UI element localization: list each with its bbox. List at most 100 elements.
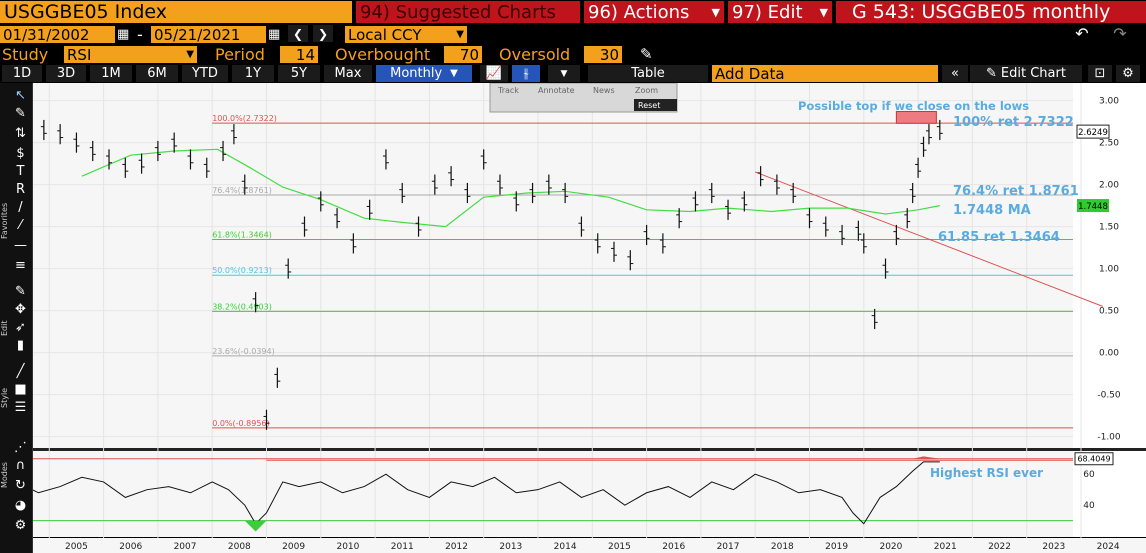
x-tick-label: 2007 xyxy=(174,542,197,552)
range-3d[interactable]: 3D xyxy=(46,65,86,82)
dollar-icon[interactable]: $ xyxy=(16,145,25,161)
y-tick-label: 1.50 xyxy=(1099,223,1119,233)
ticker-field[interactable]: USGGBE05 Index xyxy=(0,1,352,23)
trendline-icon[interactable]: ⁄ xyxy=(19,217,22,233)
y-tick-label: 3.00 xyxy=(1099,97,1119,107)
collapse-icon[interactable]: « xyxy=(942,65,968,82)
redo-icon[interactable]: ↷ xyxy=(1106,24,1134,43)
range-ytd[interactable]: YTD xyxy=(182,65,228,82)
chart-settings-icon[interactable]: ⊡ xyxy=(1088,65,1112,82)
reset-button-bg xyxy=(634,99,677,111)
actions-menu[interactable]: 96) Actions ▼ xyxy=(584,1,724,23)
brush-icon[interactable]: / xyxy=(18,199,23,215)
modes-tab[interactable]: Modes xyxy=(0,462,9,489)
last-price-tag xyxy=(1076,124,1110,139)
undo-icon[interactable]: ↶ xyxy=(1068,24,1096,43)
x-tick-label: 2006 xyxy=(119,542,142,552)
channel-icon[interactable]: ≡ xyxy=(15,257,26,273)
rsi-tick-label: 40 xyxy=(1083,501,1095,511)
chart-annotation: Possible top if we close on the lows xyxy=(798,99,1029,113)
chart-annotation: 100% ret 2.7322 xyxy=(953,115,1074,130)
last-price-value: 2.6249 xyxy=(1078,128,1108,138)
y-axis-background xyxy=(1073,83,1146,448)
x-tick-label: 2013 xyxy=(499,542,522,552)
edit-chart-button[interactable]: ✎ Edit Chart xyxy=(970,65,1082,82)
oversold-input[interactable]: 30 xyxy=(584,46,622,64)
range-1m[interactable]: 1M xyxy=(90,65,132,82)
price-chart[interactable]: 3.00 2.50 2.00 1.50 1.00 0.50 0.00 -0.50 -1.00 20… xyxy=(33,83,1146,553)
hline-icon[interactable]: — xyxy=(14,237,27,253)
range-1y[interactable]: 1Y xyxy=(232,65,274,82)
favorites-tab[interactable]: Favorites xyxy=(0,202,9,239)
pencil-icon[interactable]: ✎ xyxy=(15,283,26,299)
study-select[interactable]: RSI ▼ xyxy=(64,45,197,64)
add-data-input[interactable]: Add Data xyxy=(712,65,938,83)
oversold-label: Oversold xyxy=(499,45,571,64)
chart-title: G 543: USGGBE05 monthly xyxy=(836,1,1146,23)
bar-chart-icon[interactable]: ⫳ xyxy=(512,65,540,82)
y-tick-label: 2.00 xyxy=(1099,181,1119,191)
x-tick-label: 2014 xyxy=(554,542,577,552)
table-button[interactable]: Table xyxy=(588,65,708,82)
refresh-icon[interactable]: ↻ xyxy=(15,477,26,493)
pen-icon[interactable]: ✎ xyxy=(15,105,26,121)
calendar-icon[interactable]: ▦ xyxy=(117,27,130,42)
line-chart-icon[interactable]: 📈 xyxy=(480,65,508,82)
chevron-down-icon[interactable]: ▼ xyxy=(548,65,580,82)
period-input[interactable]: 14 xyxy=(280,46,318,64)
fib-level-label: 50.0%(0.9213) xyxy=(212,266,272,275)
range-1d[interactable]: 1D xyxy=(2,65,42,82)
line-style-icon[interactable]: ╱ xyxy=(16,363,25,379)
pencil-icon[interactable]: ✎ xyxy=(640,45,653,63)
pointer-icon[interactable]: ➶ xyxy=(15,319,26,335)
drawing-sidebar: Favorites Edit Style Modes ↖ ✎ ⇅ $ T R /… xyxy=(0,83,33,553)
range-6m[interactable]: 6M xyxy=(136,65,178,82)
range-max[interactable]: Max xyxy=(324,65,372,82)
range-toolbar: 1D 3D 1M 6M YTD 1Y 5Y Max Monthly ▼ 📈 ⫳ … xyxy=(0,64,1146,83)
pencil-icon: ✎ xyxy=(986,66,997,81)
move-icon[interactable]: ✥ xyxy=(15,301,26,317)
suggested-charts-button[interactable]: 94) Suggested Charts xyxy=(356,1,580,23)
overbought-input[interactable]: 70 xyxy=(444,46,482,64)
thickness-icon[interactable]: ☰ xyxy=(14,399,27,415)
edit-menu[interactable]: 97) Edit ▼ xyxy=(728,1,832,23)
chevron-down-icon: ▼ xyxy=(450,68,458,79)
actions-label: 96) Actions xyxy=(588,1,690,23)
chevron-down-icon: ▼ xyxy=(711,5,720,19)
palette-icon[interactable]: ◕ xyxy=(14,497,27,513)
x-tick-label: 2012 xyxy=(445,542,468,552)
frequency-select[interactable]: Monthly ▼ xyxy=(376,65,472,82)
chevron-down-icon: ▼ xyxy=(456,29,464,40)
dashed-line-icon[interactable]: ⋰ xyxy=(14,439,27,455)
cursor-icon[interactable]: ↖ xyxy=(15,87,26,103)
style-tab[interactable]: Style xyxy=(0,387,9,409)
fib-level-label: 0.0%(-0.8956) xyxy=(212,419,269,428)
next-button[interactable]: ❯ xyxy=(313,25,333,42)
possible-top-box xyxy=(895,111,937,124)
magnet-icon[interactable]: ∩ xyxy=(15,457,26,473)
prev-button[interactable]: ❮ xyxy=(288,25,308,42)
fill-icon[interactable]: ■ xyxy=(14,381,27,397)
text-icon[interactable]: T xyxy=(16,163,25,179)
rsi-oversold-fill xyxy=(244,520,267,532)
gear-icon[interactable]: ⚙ xyxy=(1116,65,1140,82)
fib-level-label: 61.8%(1.3464) xyxy=(212,231,272,240)
start-date-input[interactable]: 01/31/2002 xyxy=(0,26,115,44)
x-tick-label: 2017 xyxy=(717,542,740,552)
x-tick-label: 2008 xyxy=(228,542,251,552)
end-date-input[interactable]: 05/21/2021 xyxy=(151,26,266,44)
gear-icon[interactable]: ⚙ xyxy=(14,517,27,533)
calendar-icon[interactable]: ▦ xyxy=(268,27,281,42)
sort-icon[interactable]: ⇅ xyxy=(15,125,26,141)
delete-icon[interactable]: ▮ xyxy=(16,337,25,353)
edit-label: 97) Edit xyxy=(732,1,803,23)
study-value: RSI xyxy=(67,45,92,64)
r-icon[interactable]: R xyxy=(15,181,26,197)
currency-select[interactable]: Local CCY ▼ xyxy=(345,26,467,44)
ma-value: 1.7448 xyxy=(1078,202,1108,212)
range-5y[interactable]: 5Y xyxy=(278,65,320,82)
moving-average-line xyxy=(81,148,940,228)
y-tick-label: 1.00 xyxy=(1099,265,1119,275)
edit-tab[interactable]: Edit xyxy=(0,320,9,336)
x-tick-label: 2015 xyxy=(608,542,631,552)
